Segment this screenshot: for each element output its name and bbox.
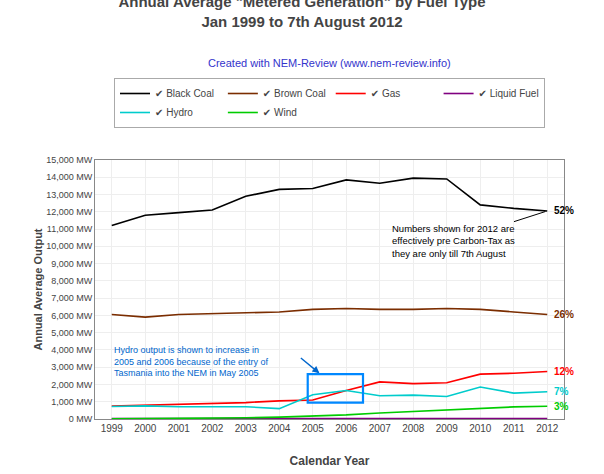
- svg-text:Annual Average Output: Annual Average Output: [32, 228, 44, 350]
- svg-text:6,000 MW: 6,000 MW: [51, 311, 93, 321]
- svg-text:2003: 2003: [235, 423, 258, 434]
- svg-text:26%: 26%: [554, 309, 574, 320]
- svg-text:15,000 MW: 15,000 MW: [46, 155, 93, 165]
- svg-text:2002: 2002: [201, 423, 224, 434]
- svg-text:Annual Average "Metered Genera: Annual Average "Metered Generation" by F…: [118, 0, 485, 30]
- svg-text:Hydro output is shown to incre: Hydro output is shown to increase in2005…: [114, 345, 269, 378]
- svg-text:1,000 MW: 1,000 MW: [51, 397, 93, 407]
- svg-text:12,000 MW: 12,000 MW: [46, 207, 93, 217]
- svg-text:Calendar Year: Calendar Year: [290, 454, 370, 468]
- svg-text:2012: 2012: [536, 423, 559, 434]
- svg-text:8,000 MW: 8,000 MW: [51, 276, 93, 286]
- svg-text:2006: 2006: [335, 423, 358, 434]
- svg-text:12%: 12%: [554, 366, 574, 377]
- svg-text:✔ Wind: ✔ Wind: [263, 107, 297, 118]
- svg-text:✔ Hydro: ✔ Hydro: [155, 107, 193, 118]
- svg-text:7,000 MW: 7,000 MW: [51, 293, 93, 303]
- svg-text:4,000 MW: 4,000 MW: [51, 345, 93, 355]
- svg-text:✔ Black Coal: ✔ Black Coal: [155, 88, 214, 99]
- svg-text:✔ Gas: ✔ Gas: [371, 88, 401, 99]
- svg-text:3%: 3%: [554, 401, 569, 412]
- svg-text:13,000 MW: 13,000 MW: [46, 190, 93, 200]
- svg-text:14,000 MW: 14,000 MW: [46, 172, 93, 182]
- svg-text:2000: 2000: [134, 423, 157, 434]
- svg-text:Created with NEM-Review (www.n: Created with NEM-Review (www.nem-review.…: [208, 57, 451, 69]
- svg-text:2004: 2004: [268, 423, 291, 434]
- svg-text:52%: 52%: [554, 205, 574, 216]
- svg-text:1999: 1999: [101, 423, 124, 434]
- svg-text:2,000 MW: 2,000 MW: [51, 380, 93, 390]
- svg-text:7%: 7%: [554, 386, 569, 397]
- svg-text:3,000 MW: 3,000 MW: [51, 362, 93, 372]
- svg-text:✔ Brown Coal: ✔ Brown Coal: [263, 88, 326, 99]
- svg-text:Numbers shown for 2012 areeffe: Numbers shown for 2012 areeffectively pr…: [392, 223, 515, 259]
- svg-text:2005: 2005: [302, 423, 325, 434]
- svg-text:2009: 2009: [436, 423, 459, 434]
- svg-text:2008: 2008: [402, 423, 425, 434]
- svg-text:9,000 MW: 9,000 MW: [51, 259, 93, 269]
- svg-text:2010: 2010: [469, 423, 492, 434]
- svg-text:10,000 MW: 10,000 MW: [46, 241, 93, 251]
- svg-text:2001: 2001: [168, 423, 191, 434]
- svg-text:11,000 MW: 11,000 MW: [47, 224, 93, 234]
- svg-text:✔ Liquid Fuel: ✔ Liquid Fuel: [479, 88, 539, 99]
- svg-text:0 MW: 0 MW: [69, 414, 93, 424]
- svg-text:2007: 2007: [369, 423, 392, 434]
- svg-text:5,000 MW: 5,000 MW: [51, 328, 93, 338]
- svg-text:2011: 2011: [503, 423, 525, 434]
